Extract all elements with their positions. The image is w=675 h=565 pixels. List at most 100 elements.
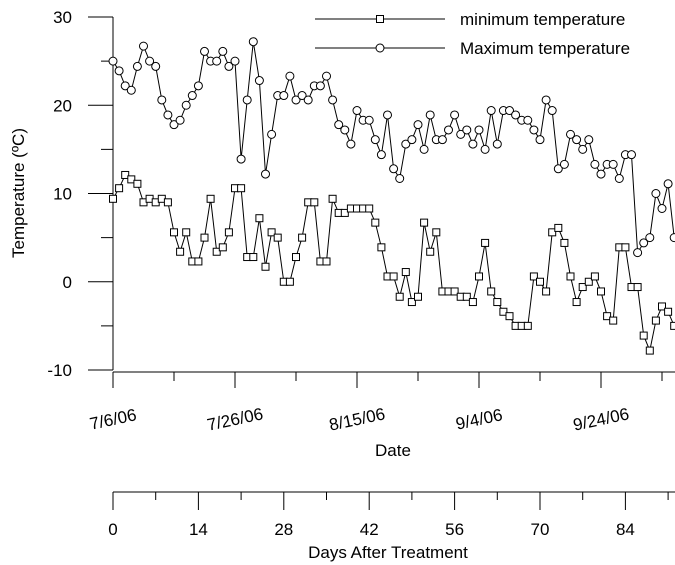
data-point-min [584,277,593,286]
data-point-max [462,125,472,135]
data-point-max [224,61,234,71]
y-tick-label: -10 [47,361,72,380]
data-point-max [346,139,356,149]
data-point-max [657,204,667,214]
data-point-max [608,159,618,169]
data-point-min [487,287,496,296]
data-point-max [547,106,557,116]
data-point-max [407,135,417,145]
data-point-max [627,150,636,160]
date-tick-label: 9/4/06 [454,405,504,433]
data-point-min [212,247,221,256]
data-point-min [170,228,178,237]
data-point-max [389,164,399,174]
data-point-min [365,204,374,213]
data-point-max [145,56,155,66]
data-point-min [603,312,612,321]
data-point-min [237,184,246,193]
data-point-max [187,91,197,101]
data-point-min [310,198,319,207]
data-point-max [340,125,350,135]
data-point-min [377,243,386,252]
data-point-min [340,208,349,217]
y-tick-label: 30 [53,8,72,27]
data-point-max [114,66,124,76]
days-tick-label: 42 [360,520,379,539]
data-point-max [596,169,606,179]
data-point-min [389,272,398,281]
date-tick-label: 7/6/06 [88,405,138,433]
data-point-min [609,316,618,325]
data-point-max [285,71,295,81]
data-point-max [663,179,673,189]
data-point-min [481,238,490,247]
data-point-max [230,56,240,66]
data-point-max [395,173,405,183]
data-point-min [328,194,337,203]
data-point-min [597,287,605,296]
data-point-max [535,135,545,145]
data-point-max [669,233,675,243]
data-point-max [181,100,191,110]
data-point-max [303,95,313,105]
data-point-max [334,120,344,130]
legend: minimum temperature Maximum temperature [315,10,630,58]
data-point-min [651,316,660,325]
data-point-min [548,228,557,237]
data-point-max [584,135,594,145]
data-point-min [371,218,380,227]
data-point-max [242,95,252,105]
data-point-min [493,298,502,307]
data-point-min [255,214,264,223]
data-point-min [658,302,666,311]
data-point-max [200,46,209,56]
data-point-max [425,110,435,120]
data-point-max [474,125,484,135]
series-line-max [112,41,675,255]
data-point-max [566,129,575,139]
data-point-min [127,175,136,184]
data-point-min [432,228,441,237]
data-point-min [218,243,227,252]
data-point-max [364,115,374,125]
date-tick-label: 7/26/06 [205,404,264,434]
data-point-max [401,139,411,149]
data-point-max [614,173,624,183]
data-point-min [249,253,258,262]
data-point-min [267,228,276,237]
legend-label-max: Maximum temperature [460,39,630,58]
data-point-min [298,233,307,242]
data-point-max [120,81,130,91]
legend-marker-max [375,43,385,53]
y-tick-label: 20 [53,96,72,115]
data-point-min [529,272,538,281]
date-tick-label: 8/15/06 [327,404,386,434]
data-point-max [139,41,148,51]
data-point-min [395,292,404,301]
data-point-min [499,307,508,316]
days-tick-label: 84 [616,520,635,539]
data-point-max [267,129,277,139]
data-point-max [261,169,270,179]
data-point-max [193,81,203,91]
data-point-min [462,292,471,301]
data-point-max [578,144,588,154]
data-point-max [169,120,179,130]
data-point-min [163,198,172,207]
data-point-max [254,76,264,86]
data-point-min [542,287,551,296]
data-point-max [212,56,222,66]
days-tick-label: 28 [274,520,293,539]
data-point-max [248,37,258,47]
data-point-min [633,283,642,292]
data-point-min [273,233,282,242]
data-point-min [639,331,648,340]
data-point-max [322,71,331,81]
data-point-min [401,268,410,277]
data-point-max [151,61,161,71]
data-point-min [426,247,435,256]
days-tick-label: 0 [108,520,117,539]
data-point-max [383,110,392,120]
data-point-min [505,312,514,321]
legend-label-min: minimum temperature [460,10,625,29]
